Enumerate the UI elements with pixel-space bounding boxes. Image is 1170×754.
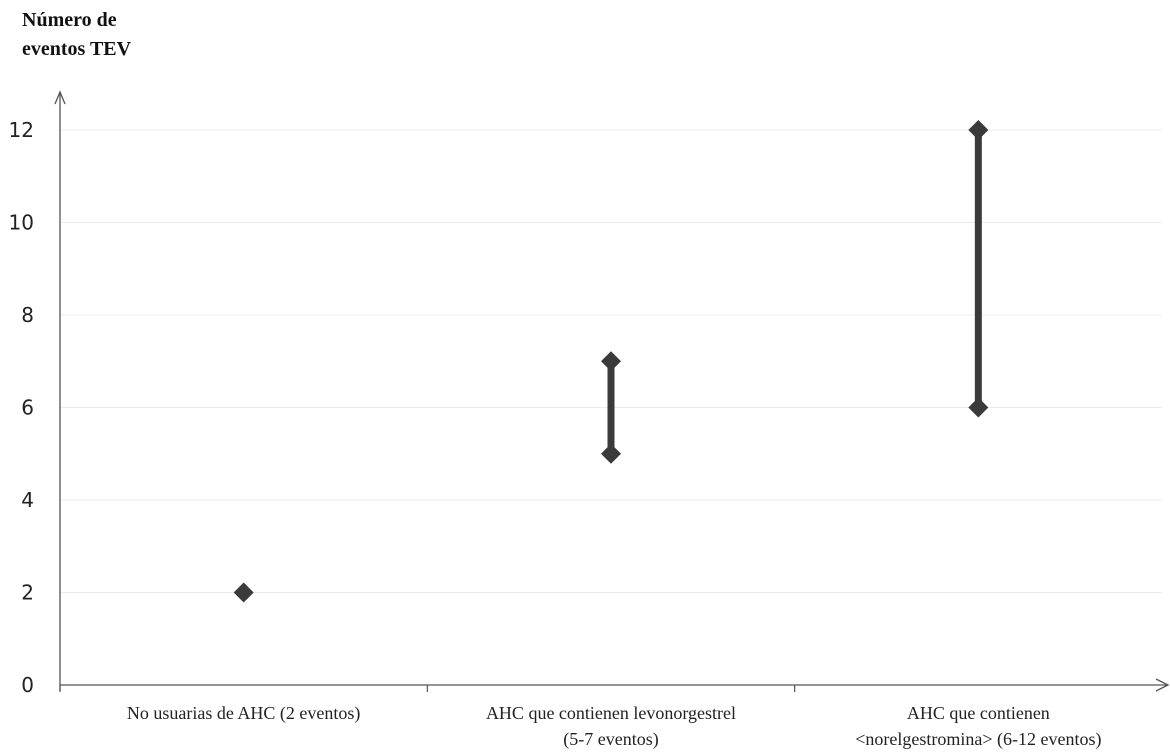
axis-layer xyxy=(54,90,1170,692)
y-tick-label: 6 xyxy=(21,396,34,420)
x-category-label-line: <norelgestromina> (6-12 eventos) xyxy=(855,729,1101,750)
y-tick-label: 2 xyxy=(21,581,34,605)
y-axis-title-line: eventos TEV xyxy=(22,38,132,60)
y-tick-label: 4 xyxy=(21,488,34,512)
range-low-marker xyxy=(601,443,621,464)
y-tick-label: 0 xyxy=(21,673,34,697)
x-category-label: AHC que contienen <norelgestromina> (6-12… xyxy=(855,703,1101,750)
y-tick-label: 8 xyxy=(21,303,34,327)
x-category-label-line: AHC que contienen levonorgestrel xyxy=(486,703,736,723)
x-category-label: AHC que contienen levonorgestrel (5-7 eve… xyxy=(486,703,736,750)
y-axis-title-line: Número de xyxy=(22,9,117,31)
y-tick-label: 12 xyxy=(9,118,34,142)
x-category-label: No usuarias de AHC (2 eventos) xyxy=(127,703,360,724)
x-category-label-line: AHC que contienen xyxy=(907,703,1050,723)
point-marker xyxy=(233,582,254,603)
x-category-label-line: No usuarias de AHC (2 eventos) xyxy=(127,703,360,724)
x-axis-arrow xyxy=(1155,678,1170,692)
x-category-label-line: (5-7 eventos) xyxy=(563,729,658,750)
marks-layer xyxy=(233,120,989,603)
range-high-marker xyxy=(968,120,989,140)
range-low-marker xyxy=(968,397,989,418)
label-layer: Número de eventos TEV 0 2 4 6 8 10 12 No usuarias… xyxy=(9,9,1102,750)
y-tick-label: 10 xyxy=(9,211,34,235)
y-axis-arrow xyxy=(54,90,66,105)
range-high-marker xyxy=(601,351,621,372)
y-axis-title: Número de eventos TEV xyxy=(22,9,132,60)
